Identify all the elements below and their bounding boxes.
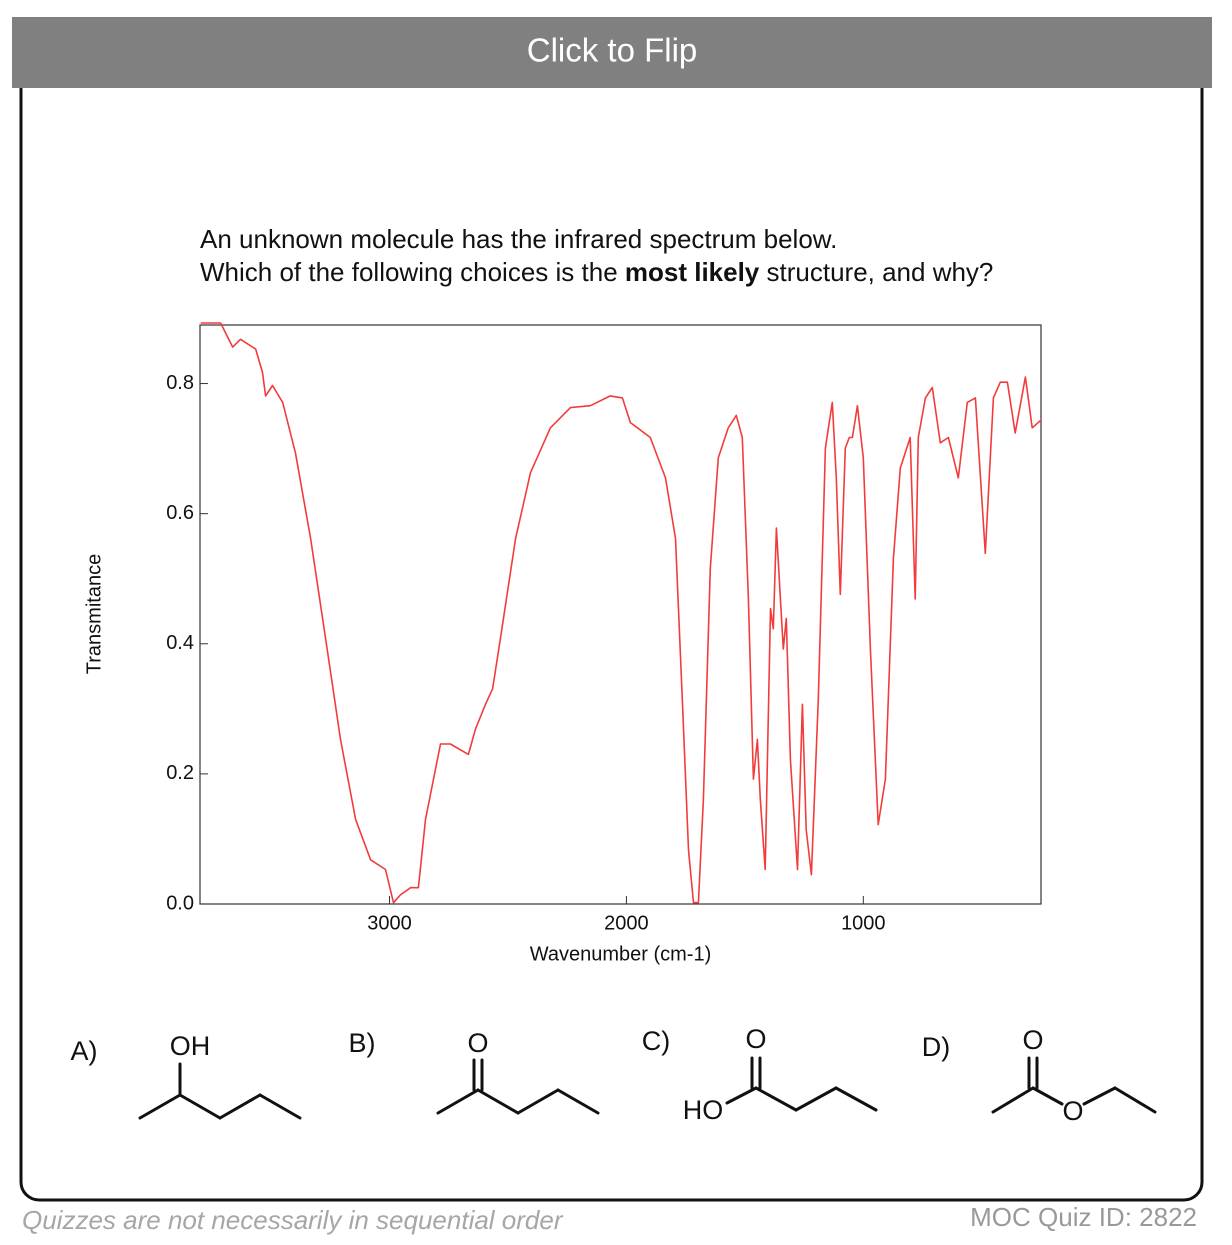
atom-label: HO [683,1095,724,1125]
x-tick-label: 3000 [367,912,412,934]
atom-label: OH [170,1031,211,1061]
flip-bar[interactable] [12,17,1212,88]
question-text: structure, and why? [759,257,993,287]
spectrum-line [200,322,1042,904]
x-axis-label: Wavenumber (cm-1) [530,943,712,965]
atom-label: O [745,1024,766,1054]
atom-label: O [467,1028,488,1058]
choice-label: A) [71,1036,98,1066]
quiz-id: MOC Quiz ID: 2822 [970,1202,1197,1232]
choice-label: B) [349,1028,376,1058]
y-axis-label: Transmitance [83,554,105,674]
question-emphasis: most likely [625,257,760,287]
y-tick-label: 0.0 [166,892,194,914]
question-line: Which of the following choices is the mo… [200,257,993,287]
card[interactable] [19,24,1204,1202]
atom-label: O [1062,1096,1083,1126]
y-tick-label: 0.2 [166,762,194,784]
question-line: An unknown molecule has the infrared spe… [200,224,837,254]
atom-label: O [1022,1025,1043,1055]
footer-note: Quizzes are not necessarily in sequentia… [22,1205,564,1235]
flip-button-label[interactable]: Click to Flip [527,32,698,69]
choice-b: B) O [349,1028,600,1115]
choice-c: C) O HO [642,1024,878,1125]
question-text: Which of the following choices is the [200,257,625,287]
choice-a: A) OH [71,1031,302,1120]
choice-d: D) O O [922,1025,1157,1126]
y-tick-label: 0.6 [166,502,194,524]
choice-label: D) [922,1032,951,1062]
x-tick-label: 2000 [604,912,649,934]
y-tick-label: 0.4 [166,632,194,654]
choice-label: C) [642,1026,671,1056]
y-tick-label: 0.8 [166,372,194,394]
x-tick-label: 1000 [841,912,886,934]
ir-spectrum-chart: 0.0 0.2 0.4 0.6 0.8 3000 2000 1000 Wavenumber (c… [83,322,1042,965]
plot-frame [199,324,1042,905]
